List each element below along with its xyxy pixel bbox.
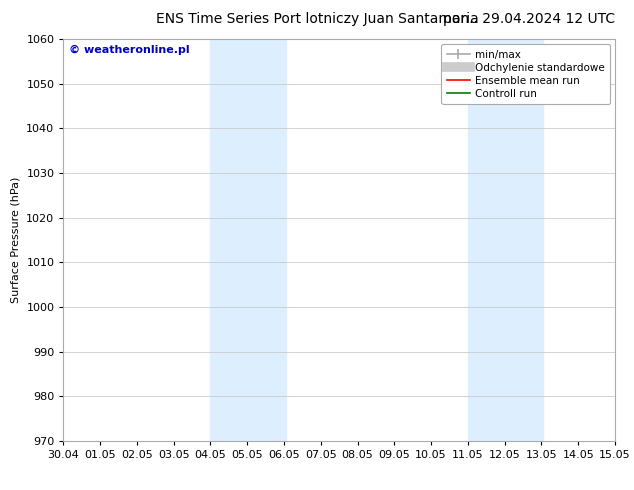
Legend: min/max, Odchylenie standardowe, Ensemble mean run, Controll run: min/max, Odchylenie standardowe, Ensembl… <box>441 45 610 104</box>
Bar <box>210 39 286 441</box>
Bar <box>468 39 543 441</box>
Text: pon.. 29.04.2024 12 UTC: pon.. 29.04.2024 12 UTC <box>443 12 615 26</box>
Y-axis label: Surface Pressure (hPa): Surface Pressure (hPa) <box>11 177 21 303</box>
Text: © weatheronline.pl: © weatheronline.pl <box>69 45 190 55</box>
Text: ENS Time Series Port lotniczy Juan Santamaria: ENS Time Series Port lotniczy Juan Santa… <box>155 12 479 26</box>
